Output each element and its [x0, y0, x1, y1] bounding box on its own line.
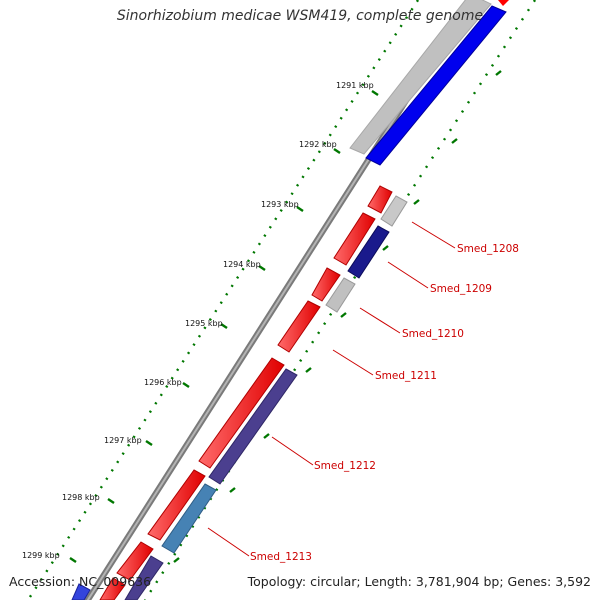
- gene-label-smed-1213: Smed_1213: [250, 551, 312, 563]
- gene-labels: Smed_1208 Smed_1209 Smed_1210 Smed_1211 …: [250, 243, 519, 563]
- scale-label: 1298 kbp: [62, 493, 100, 502]
- gene-box-smed-1213: [161, 483, 217, 554]
- leader-smed-1210: [359, 307, 401, 334]
- accession-label: Accession: NC_009636: [9, 574, 152, 589]
- scale-tick: [296, 206, 304, 212]
- gene-box-smed-1209: [347, 225, 390, 279]
- inner-tick: [495, 70, 502, 76]
- gene-box-bottom-left: [71, 583, 91, 600]
- leader-smed-1213: [207, 527, 250, 557]
- leader-smed-1209: [387, 261, 429, 289]
- scale-label: 1299 kbp: [22, 551, 60, 560]
- scale-tick: [69, 557, 77, 563]
- scale-label: 1297 kbp: [104, 436, 142, 445]
- gene-label-smed-1211: Smed_1211: [375, 370, 437, 382]
- gene-arrow-smed-1212: [198, 357, 285, 469]
- gene-blue-large: [365, 5, 507, 166]
- inner-tick: [413, 199, 420, 205]
- gene-leaders: [207, 221, 456, 557]
- reverse-genes: [71, 195, 408, 600]
- gene-label-smed-1208: Smed_1208: [457, 243, 519, 255]
- scale-tick: [182, 382, 190, 388]
- gene-box-smed-1212: [208, 368, 298, 485]
- scale-label: 1291 kbp: [336, 81, 374, 90]
- scale-tick: [371, 90, 379, 96]
- inner-tick: [305, 367, 312, 373]
- gene-label-smed-1212: Smed_1212: [314, 460, 376, 472]
- genome-summary: Topology: circular; Length: 3,781,904 bp…: [247, 574, 591, 589]
- gene-grey-large: [349, 0, 492, 155]
- leader-smed-1212: [271, 436, 314, 466]
- gene-box-smed-1210: [325, 277, 356, 313]
- scale-tick: [258, 265, 266, 271]
- inner-ring-ticks: [173, 70, 502, 563]
- scale-labels: 1291 kbp 1292 kbp 1293 kbp 1294 kbp 1295…: [22, 81, 374, 560]
- gene-arrow-smed-1210: [311, 267, 341, 302]
- scale-tick: [333, 148, 341, 154]
- map-title: Sinorhizobium medicae WSM419, complete g…: [116, 8, 484, 24]
- scale-tick: [107, 498, 115, 504]
- leader-smed-1211: [332, 349, 374, 376]
- scale-tick: [145, 440, 153, 446]
- scale-ticks: [69, 90, 379, 563]
- gene-arrow-smed-1211: [277, 300, 321, 353]
- gene-label-smed-1209: Smed_1209: [430, 283, 492, 295]
- inner-tick: [229, 487, 236, 493]
- gene-arrow-bottom-2: [99, 577, 126, 600]
- inner-tick: [340, 312, 347, 318]
- scale-tick: [220, 323, 228, 329]
- inner-tick: [263, 433, 270, 439]
- gene-box-bottom: [124, 555, 164, 600]
- inner-tick: [382, 245, 389, 251]
- scale-label: 1292 kbp: [299, 140, 337, 149]
- gene-label-smed-1210: Smed_1210: [402, 328, 464, 340]
- scale-label: 1294 kbp: [223, 260, 261, 269]
- gene-arrow-smed-1208: [367, 185, 393, 214]
- leader-smed-1208: [411, 221, 456, 249]
- scale-label: 1293 kbp: [261, 200, 299, 209]
- gene-arrow-bottom-1: [116, 541, 154, 581]
- reverse-genes-top: [349, 0, 509, 166]
- gene-arrow-smed-1209: [333, 212, 376, 266]
- gene-arrow-smed-1212b: [147, 469, 206, 541]
- forward-genes: [99, 185, 393, 600]
- gene-red-top-edge: [498, 0, 509, 6]
- inner-tick: [451, 138, 458, 144]
- scale-label: 1295 kbp: [185, 319, 223, 328]
- inner-tick: [173, 557, 180, 563]
- scale-label: 1296 kbp: [144, 378, 182, 387]
- gene-box-smed-1208: [380, 195, 408, 227]
- scale-ring: [26, 0, 420, 600]
